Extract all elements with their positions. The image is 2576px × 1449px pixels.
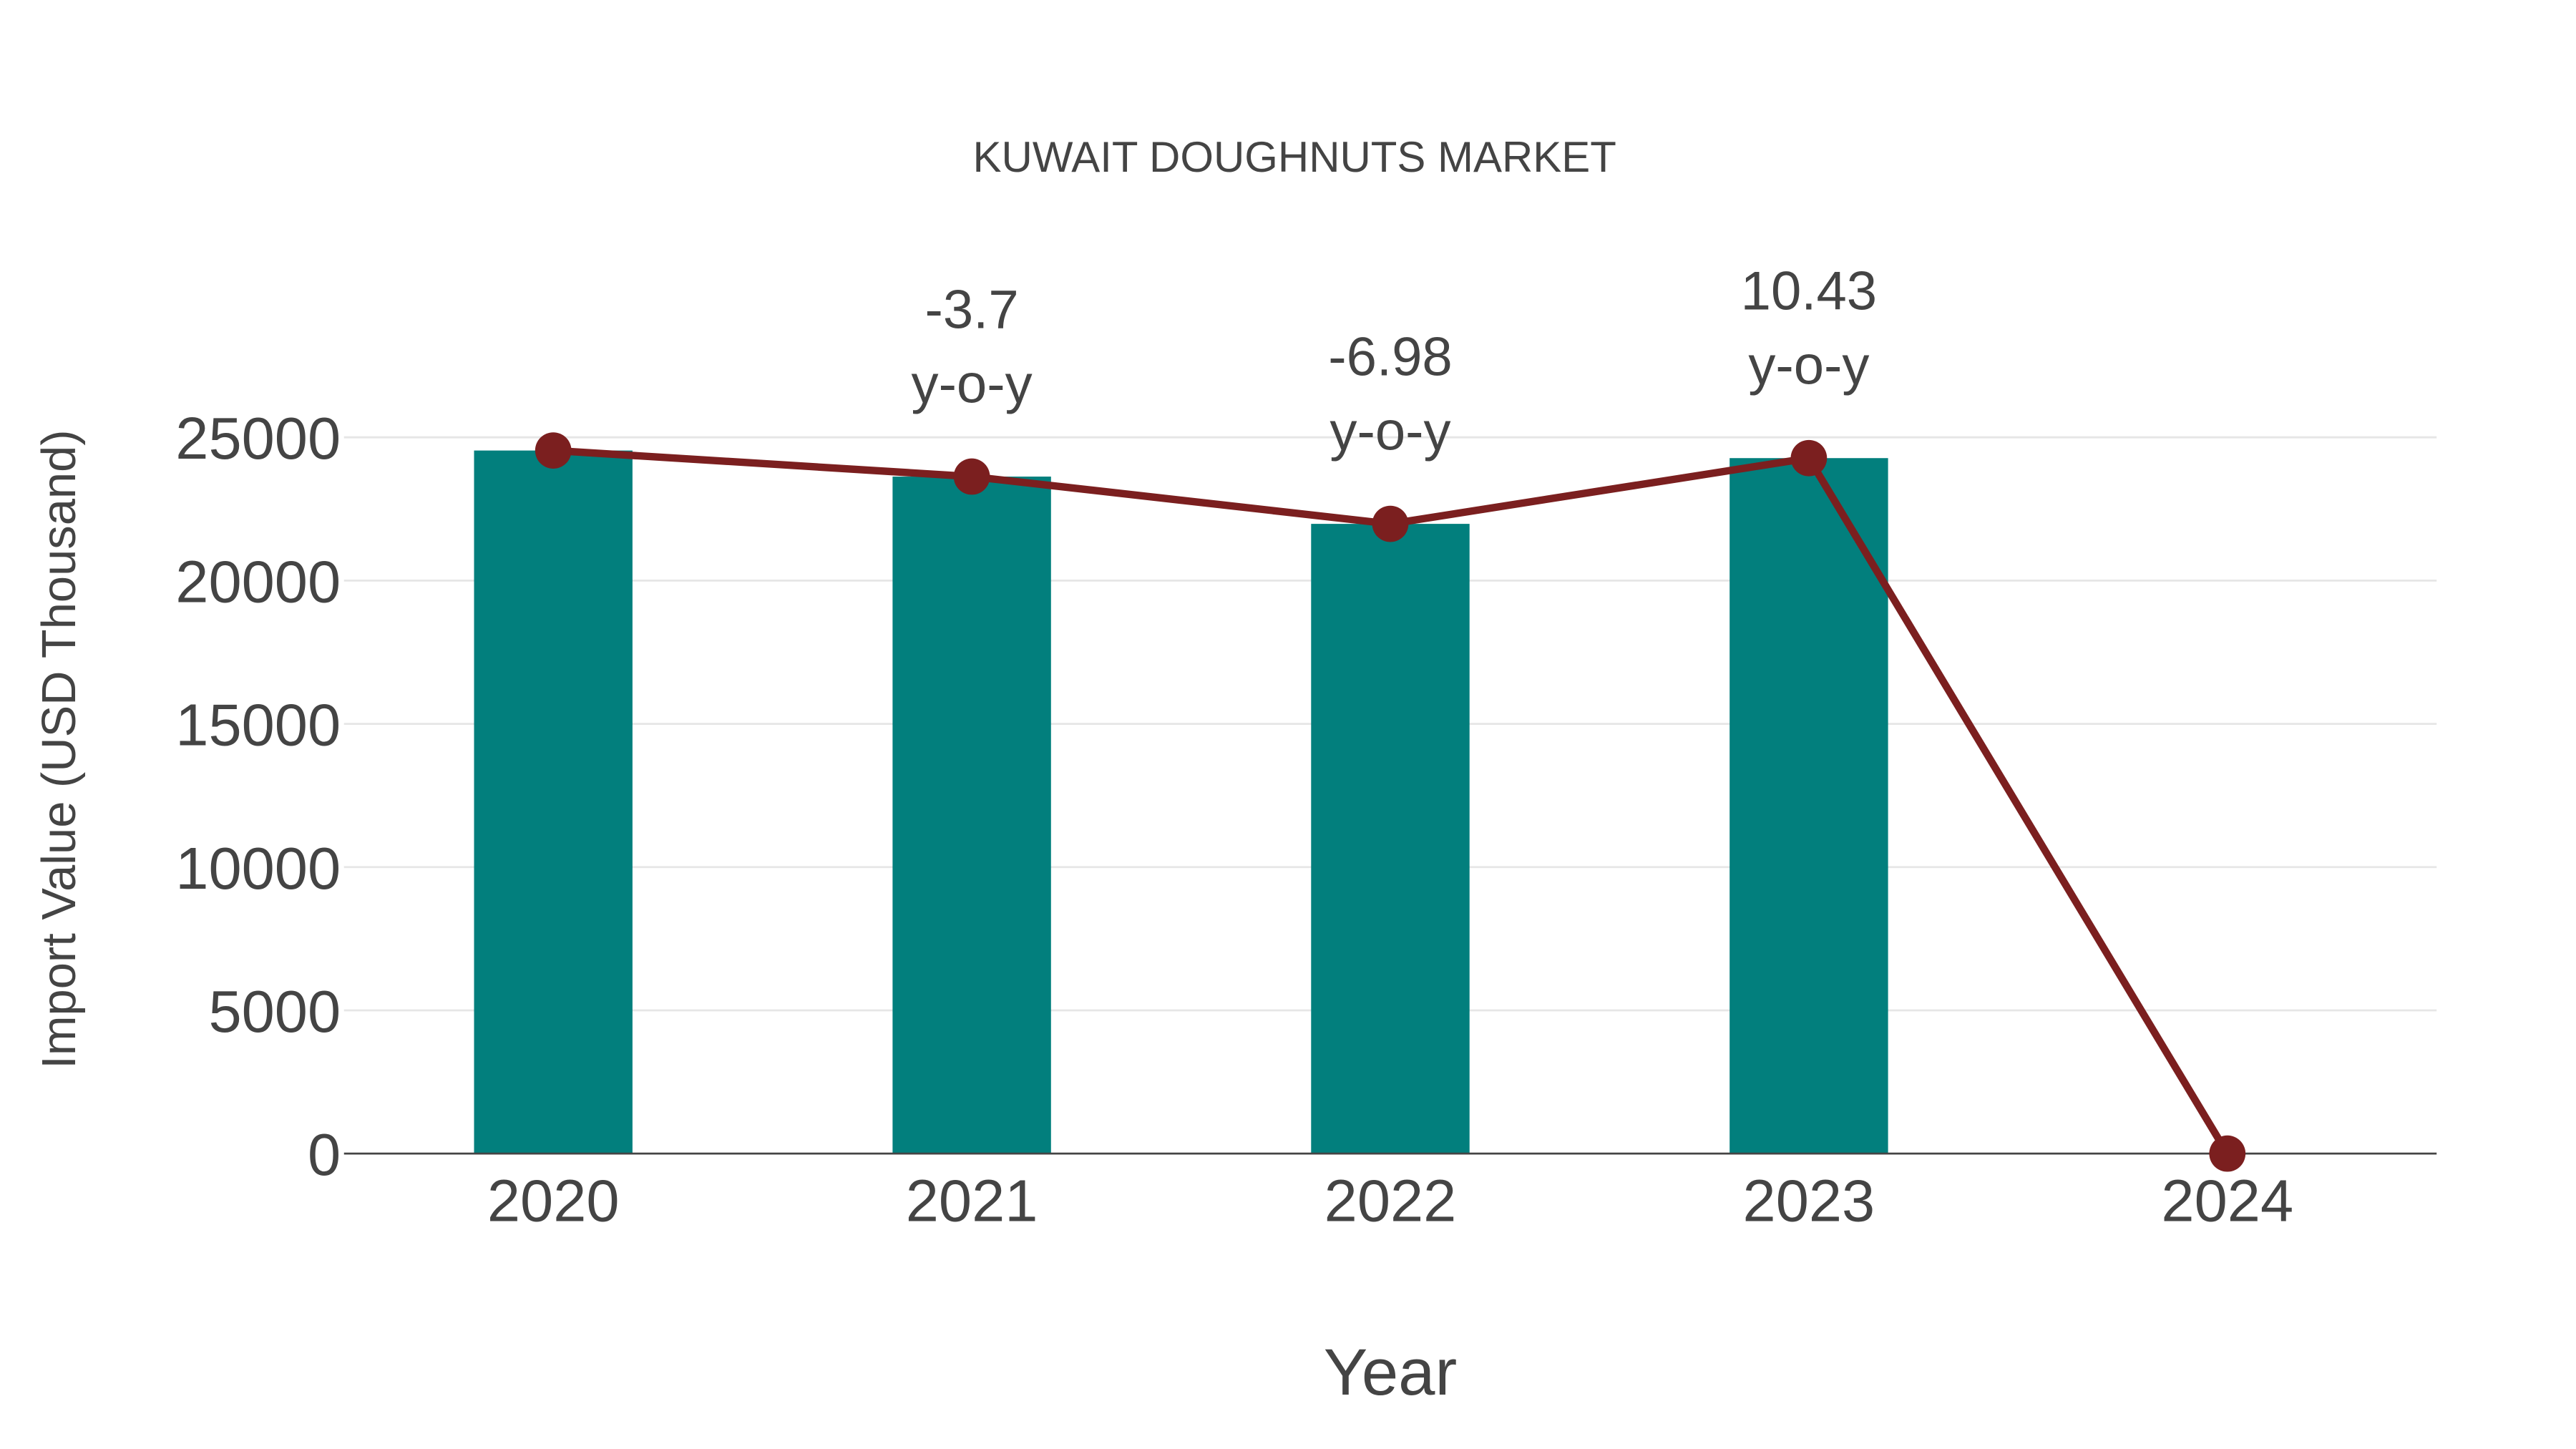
- yoy-suffix-label: y-o-y: [1748, 335, 1869, 396]
- y-tick-label: 10000: [175, 835, 341, 902]
- x-tick-label: 2024: [2161, 1168, 2293, 1234]
- line-point: [1790, 439, 1828, 477]
- line-series: [535, 432, 2246, 1172]
- bar: [1311, 524, 1470, 1154]
- yoy-value-label: -3.7: [925, 279, 1019, 340]
- y-tick-label: 5000: [208, 978, 341, 1045]
- y-tick-label: 25000: [175, 405, 341, 472]
- chart-title: KUWAIT DOUGHNUTS MARKET: [973, 133, 1616, 181]
- y-axis-ticks: 0 5000 10000 15000 20000 25000: [175, 405, 341, 1188]
- bar: [1729, 458, 1888, 1154]
- yoy-value-label: -6.98: [1328, 327, 1452, 388]
- annotations: -3.7 y-o-y -6.98 y-o-y 10.43 y-o-y: [912, 261, 1878, 462]
- x-tick-label: 2020: [487, 1168, 620, 1234]
- y-tick-label: 20000: [175, 548, 341, 615]
- x-tick-label: 2023: [1743, 1168, 1875, 1234]
- yoy-suffix-label: y-o-y: [912, 353, 1033, 414]
- bars: [474, 450, 1888, 1154]
- line-point: [535, 432, 572, 469]
- x-axis-ticks: 2020 2021 2022 2023 2024: [487, 1168, 2293, 1234]
- y-axis-title: Import Value (USD Thousand): [32, 429, 86, 1068]
- bar: [892, 477, 1051, 1154]
- bar: [474, 450, 633, 1154]
- y-tick-label: 0: [308, 1121, 341, 1188]
- line-point: [1372, 505, 1409, 542]
- line-point: [953, 458, 990, 495]
- x-axis-title: Year: [1324, 1335, 1457, 1409]
- yoy-suffix-label: y-o-y: [1330, 401, 1450, 462]
- x-tick-label: 2021: [906, 1168, 1038, 1234]
- y-tick-label: 15000: [175, 692, 341, 758]
- yoy-value-label: 10.43: [1741, 261, 1877, 322]
- line-point: [2209, 1135, 2246, 1172]
- x-tick-label: 2022: [1324, 1168, 1457, 1234]
